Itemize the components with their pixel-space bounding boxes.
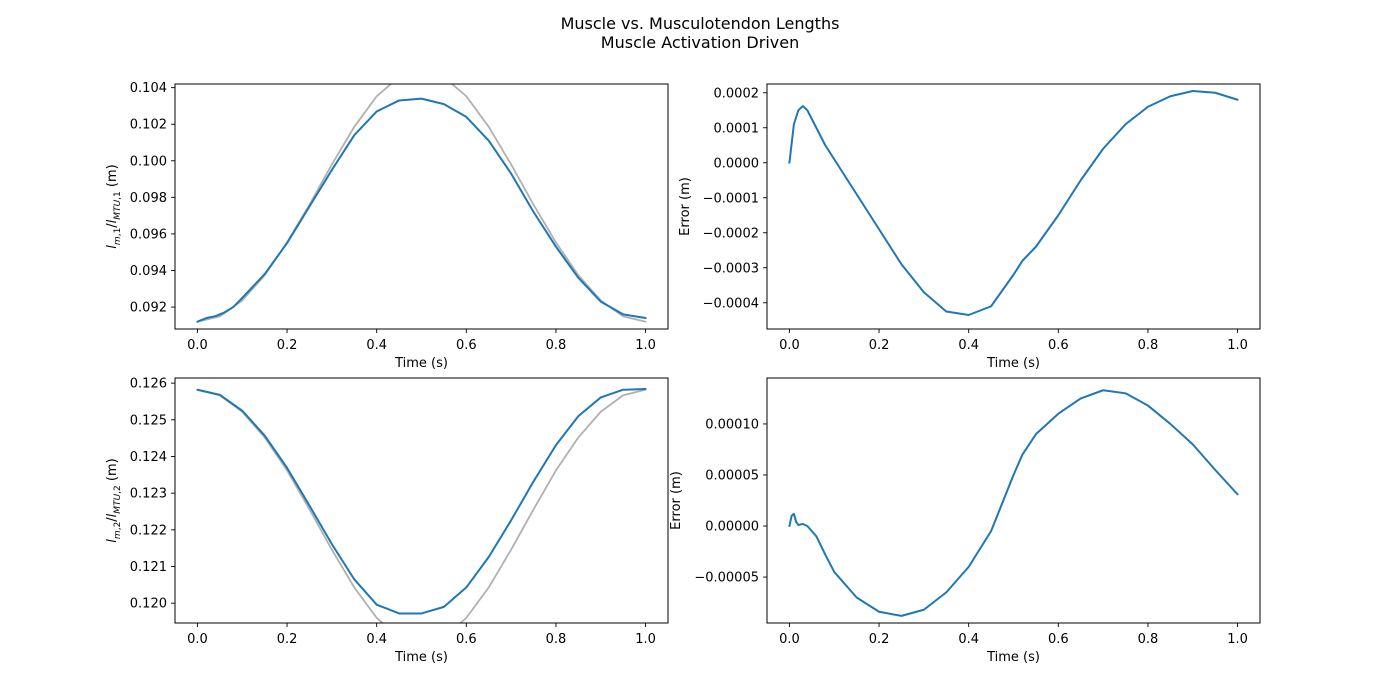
subplot-2: 0.0 0.2 0.4 0.6 0.8 1.0 −0.0004 −0.0003 −0.0002 −… [678, 83, 1261, 371]
x-tick-label: 1.0 [635, 338, 656, 353]
x-tick-label: 1.0 [1227, 632, 1248, 647]
x-tick-label: 1.0 [635, 632, 656, 647]
y-tick-label: 0.104 [130, 81, 167, 96]
y-tick-label: 0.100 [130, 154, 167, 169]
axes-frame [766, 377, 1261, 624]
y-tick-label: 0.094 [130, 264, 167, 279]
series-line-1 [788, 389, 1239, 617]
y-tick-label: 0.123 [130, 487, 167, 502]
x-tick-label: 0.2 [869, 338, 890, 353]
y-tick-label: 0.0002 [714, 86, 760, 101]
x-axis-label: Time (s) [394, 650, 448, 665]
x-tick-label: 0.6 [1048, 632, 1069, 647]
x-tick-label: 0.8 [1138, 338, 1159, 353]
subplot-1: 0.0 0.2 0.4 0.6 0.8 1.0 0.092 0.094 0.096 0.098 0.… [105, 81, 669, 371]
y-tick-label: 0.124 [130, 450, 167, 465]
series-line-1 [788, 90, 1239, 316]
y-axis-label: lm,1/lMTU,1 (m) [105, 164, 123, 248]
axes-frame [174, 377, 669, 624]
y-tick-label: 0.00000 [705, 520, 759, 535]
y-tick-label: −0.0002 [703, 226, 759, 241]
series-line-1 [196, 84, 647, 323]
y-tick-label: 0.121 [130, 560, 167, 575]
y-tick-label: 0.0000 [714, 156, 760, 171]
series-line-2 [196, 388, 647, 615]
y-axis-label: Error (m) [669, 471, 684, 530]
figure-title: Muscle vs. Musculotendon Lengths [560, 14, 840, 33]
y-axis-label: lm,2/lMTU,2 (m) [105, 458, 123, 542]
y-tick-label: 0.102 [130, 118, 167, 133]
y-tick-label: 0.126 [130, 377, 167, 392]
axes-frame [766, 83, 1261, 330]
x-axis-label: Time (s) [986, 356, 1040, 371]
y-tick-label: −0.0003 [703, 261, 759, 276]
x-tick-label: 0.2 [869, 632, 890, 647]
x-tick-label: 0.4 [958, 632, 979, 647]
series-line-1 [196, 388, 647, 623]
x-tick-label: 0.0 [779, 632, 800, 647]
y-axis-label: Error (m) [678, 177, 693, 236]
y-tick-label: 0.096 [130, 227, 167, 242]
x-tick-label: 0.8 [546, 338, 567, 353]
x-tick-label: 0.6 [1048, 338, 1069, 353]
x-tick-label: 0.8 [1138, 632, 1159, 647]
series-line-2 [196, 97, 647, 323]
figure-subtitle: Muscle Activation Driven [600, 33, 800, 52]
y-tick-label: 0.098 [130, 191, 167, 206]
x-tick-label: 0.6 [456, 338, 477, 353]
x-tick-label: 0.6 [456, 632, 477, 647]
y-tick-label: −0.0004 [703, 296, 759, 311]
x-tick-label: 0.0 [779, 338, 800, 353]
y-tick-label: 0.0001 [714, 121, 760, 136]
y-tick-label: 0.122 [130, 523, 167, 538]
x-tick-label: 1.0 [1227, 338, 1248, 353]
axes-frame [174, 83, 669, 330]
subplot-3: 0.0 0.2 0.4 0.6 0.8 1.0 0.120 0.121 0.122 0.123 0.… [105, 377, 669, 665]
y-tick-label: −0.00005 [694, 571, 759, 586]
x-axis-label: Time (s) [986, 650, 1040, 665]
y-tick-label: 0.00010 [705, 417, 759, 432]
y-tick-label: 0.120 [130, 597, 167, 612]
x-tick-label: 0.0 [187, 632, 208, 647]
x-tick-label: 0.4 [958, 338, 979, 353]
subplot-4: 0.0 0.2 0.4 0.6 0.8 1.0 −0.00005 0.00000 0.00005… [669, 377, 1261, 665]
x-tick-label: 0.0 [187, 338, 208, 353]
x-axis-label: Time (s) [394, 356, 448, 371]
x-tick-label: 0.4 [366, 338, 387, 353]
y-tick-label: −0.0001 [703, 191, 759, 206]
y-tick-label: 0.125 [130, 413, 167, 428]
x-tick-label: 0.8 [546, 632, 567, 647]
y-tick-label: 0.092 [130, 301, 167, 316]
x-tick-label: 0.4 [366, 632, 387, 647]
x-tick-label: 0.2 [277, 338, 298, 353]
x-tick-label: 0.2 [277, 632, 298, 647]
y-tick-label: 0.00005 [705, 468, 759, 483]
